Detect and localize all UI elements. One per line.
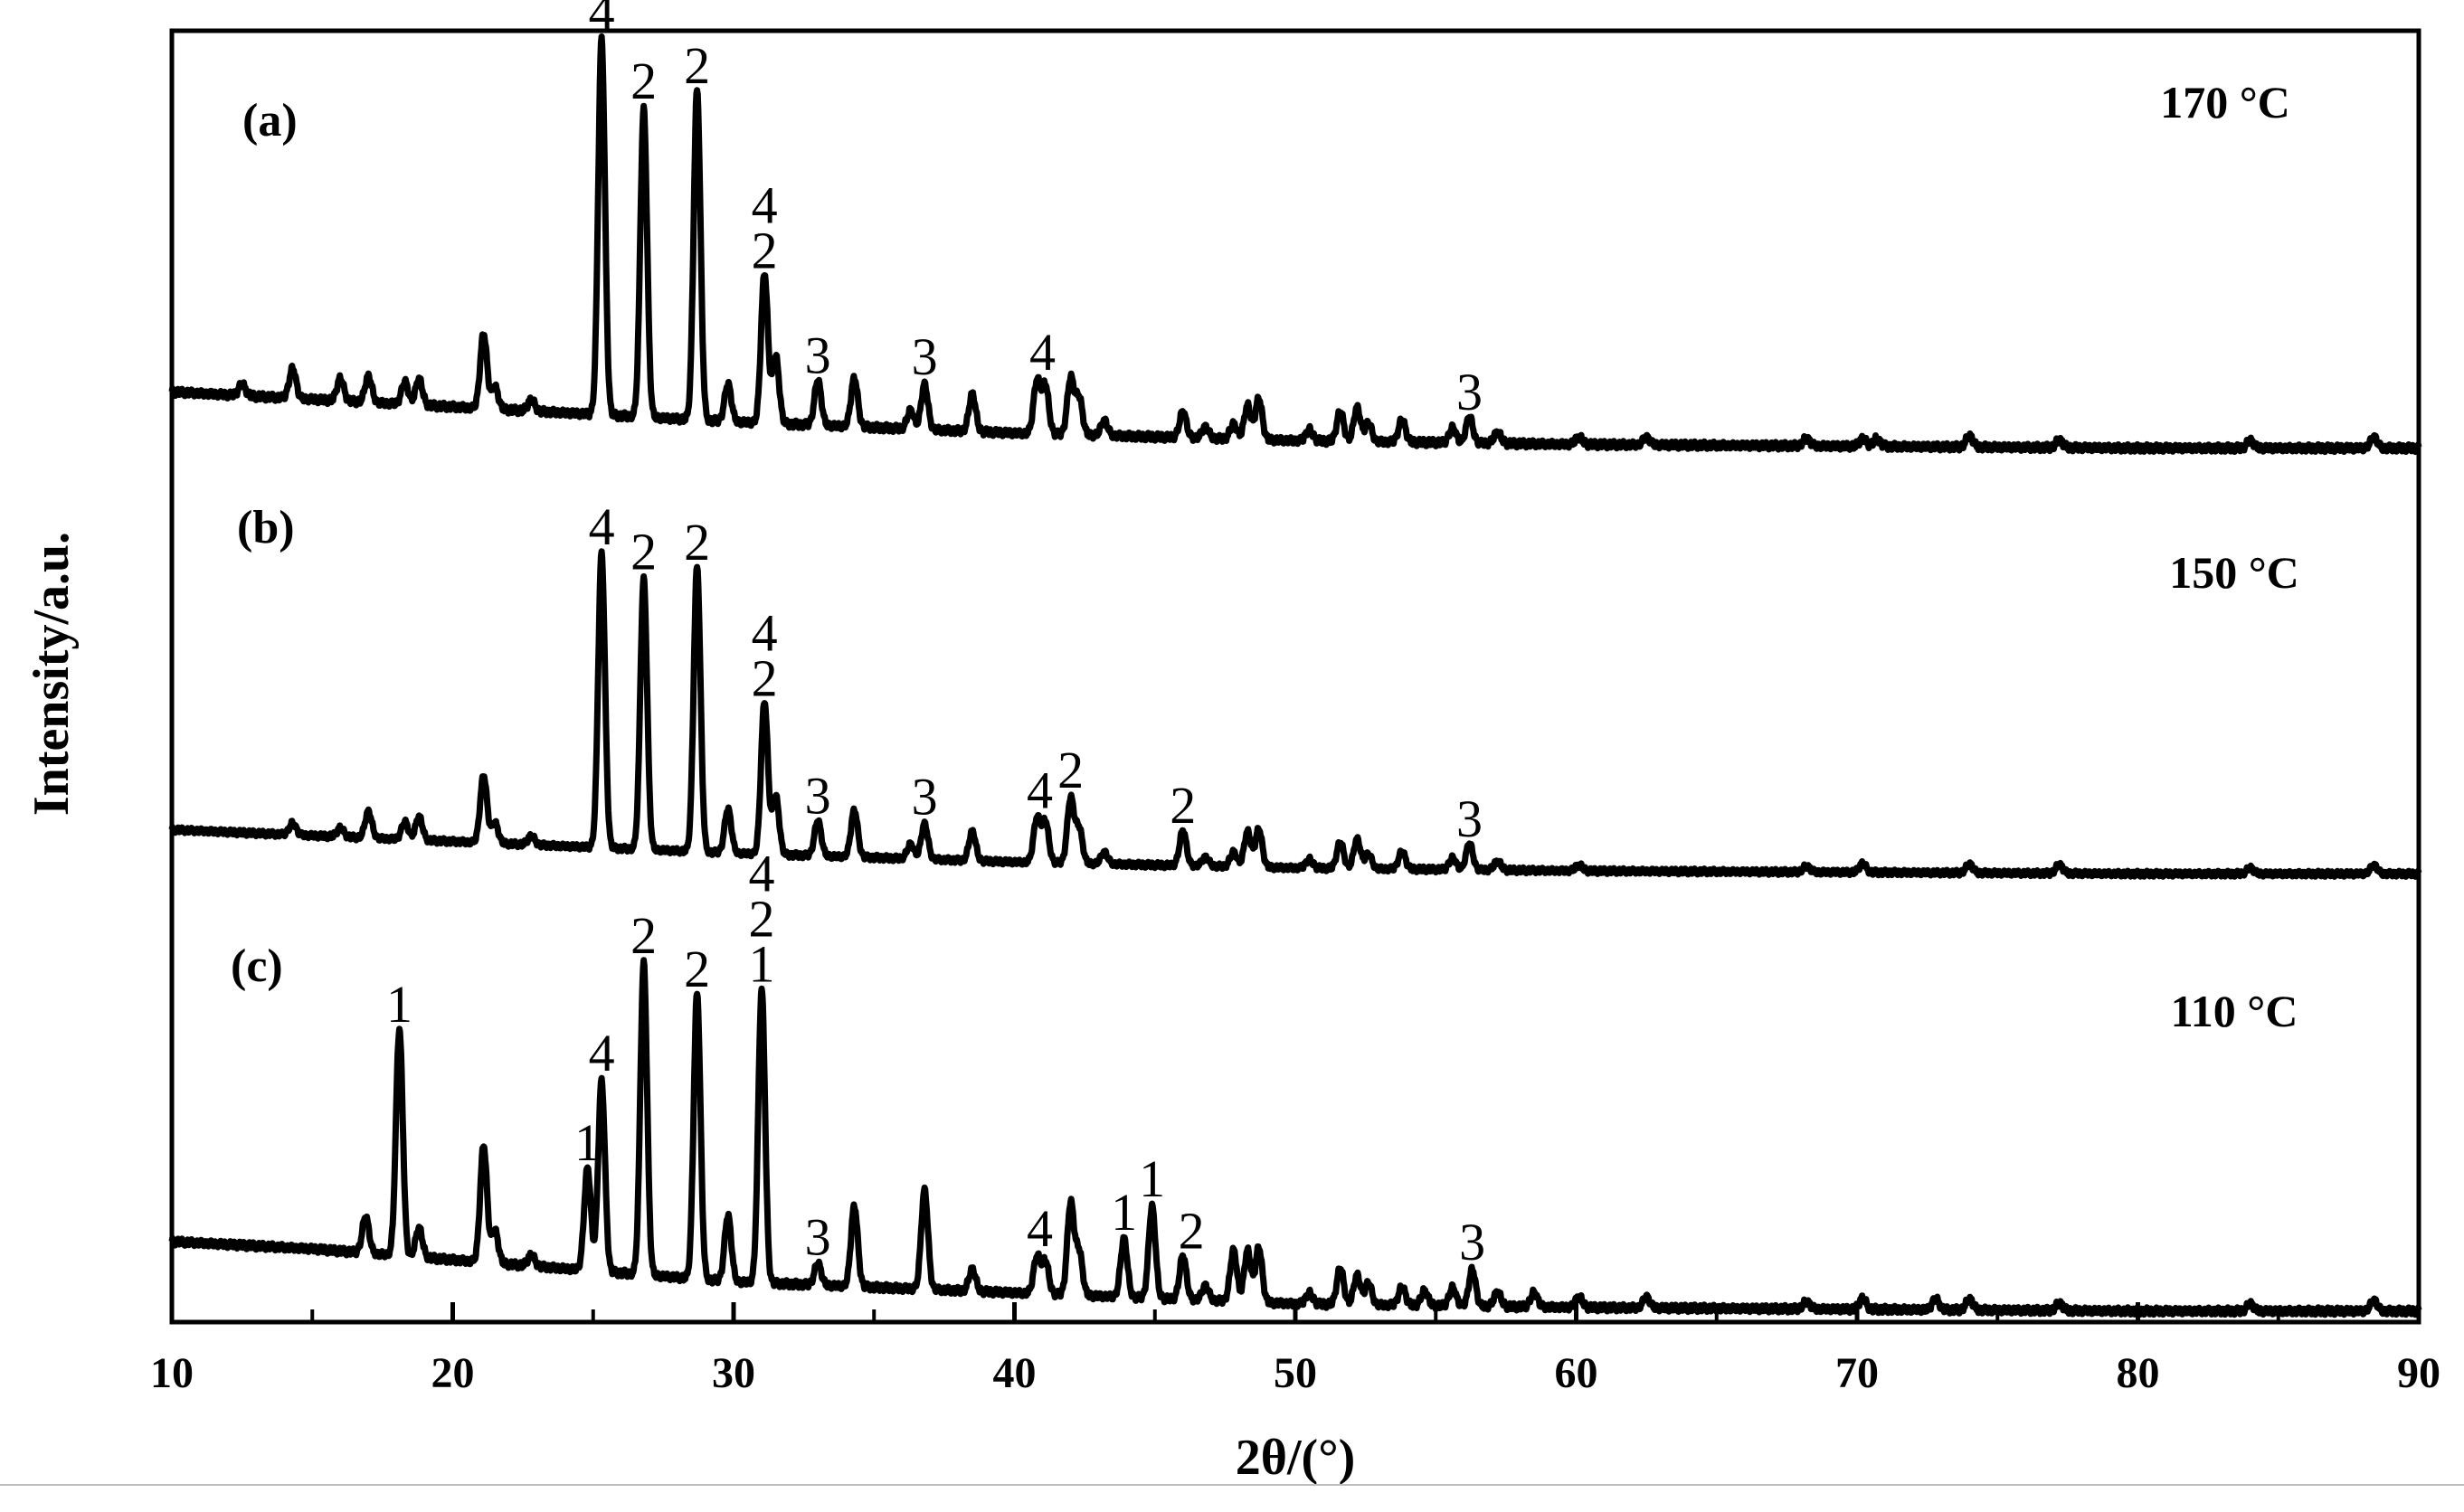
x-tick-label: 80	[2117, 1349, 2160, 1397]
x-tick-label: 20	[431, 1349, 475, 1397]
panel-label: (c)	[231, 940, 283, 992]
peak-phase-label: 4	[589, 0, 615, 41]
peak-phase-label: 3	[805, 766, 831, 825]
peak-phase-label: 4	[589, 1024, 615, 1082]
peak-phase-label: 2	[749, 889, 775, 948]
peak-phase-label: 3	[805, 326, 831, 384]
peak-phase-label: 1	[574, 1113, 601, 1172]
x-tick-label: 50	[1274, 1349, 1317, 1397]
panel-label: (a)	[242, 95, 298, 146]
panel-label: (b)	[237, 502, 295, 553]
temperature-label: 150 °C	[2169, 547, 2299, 598]
peak-phase-label: 3	[1459, 1213, 1485, 1271]
peak-phase-label: 2	[630, 522, 657, 581]
x-axis-title: 2θ/(°)	[1236, 1430, 1355, 1486]
peak-phase-label: 4	[589, 497, 615, 556]
peak-phase-label: 1	[1139, 1149, 1165, 1208]
peak-phase-label: 2	[1179, 1202, 1205, 1261]
x-tick-label: 40	[993, 1349, 1037, 1397]
x-tick-label: 90	[2397, 1349, 2440, 1397]
peak-phase-label: 4	[749, 844, 775, 902]
peak-phase-label: 2	[752, 649, 778, 708]
peak-phase-label: 1	[386, 975, 412, 1034]
temperature-label: 170 °C	[2160, 77, 2290, 128]
peak-phase-label: 1	[1111, 1183, 1137, 1242]
peak-phase-label: 2	[630, 52, 657, 110]
x-tick-label: 70	[1835, 1349, 1879, 1397]
peak-phase-label: 3	[1456, 363, 1483, 421]
peak-phase-label: 2	[1057, 741, 1084, 799]
peak-phase-label: 2	[684, 513, 710, 572]
x-tick-label: 60	[1555, 1349, 1598, 1397]
peak-phase-label: 3	[805, 1207, 831, 1266]
plot-frame	[169, 28, 2421, 1325]
peak-phase-label: 3	[1456, 789, 1483, 848]
peak-phase-label: 1	[749, 934, 775, 993]
peak-phase-label: 4	[1029, 323, 1056, 382]
peak-phase-label: 3	[912, 327, 938, 386]
xrd-trace-2	[168, 548, 2422, 880]
peak-phase-label: 2	[684, 36, 710, 95]
peak-phase-label: 4	[752, 604, 778, 663]
peak-phase-label: 2	[752, 222, 778, 280]
peak-phase-label: 4	[1027, 1199, 1053, 1258]
peak-phase-label: 3	[912, 768, 938, 827]
peak-phase-label: 2	[630, 906, 657, 965]
x-tick-label: 10	[150, 1349, 194, 1397]
x-tick-label: 30	[712, 1349, 755, 1397]
peak-phase-label: 4	[1027, 761, 1053, 819]
y-axis-title: Intensity/a.u.	[24, 532, 80, 816]
peak-phase-label: 2	[1170, 776, 1196, 835]
xrd-trace-1	[168, 33, 2422, 456]
peak-phase-label: 2	[684, 940, 710, 998]
peak-phase-label: 4	[752, 176, 778, 235]
xrd-trace-3	[168, 957, 2422, 1318]
temperature-label: 110 °C	[2171, 986, 2298, 1036]
